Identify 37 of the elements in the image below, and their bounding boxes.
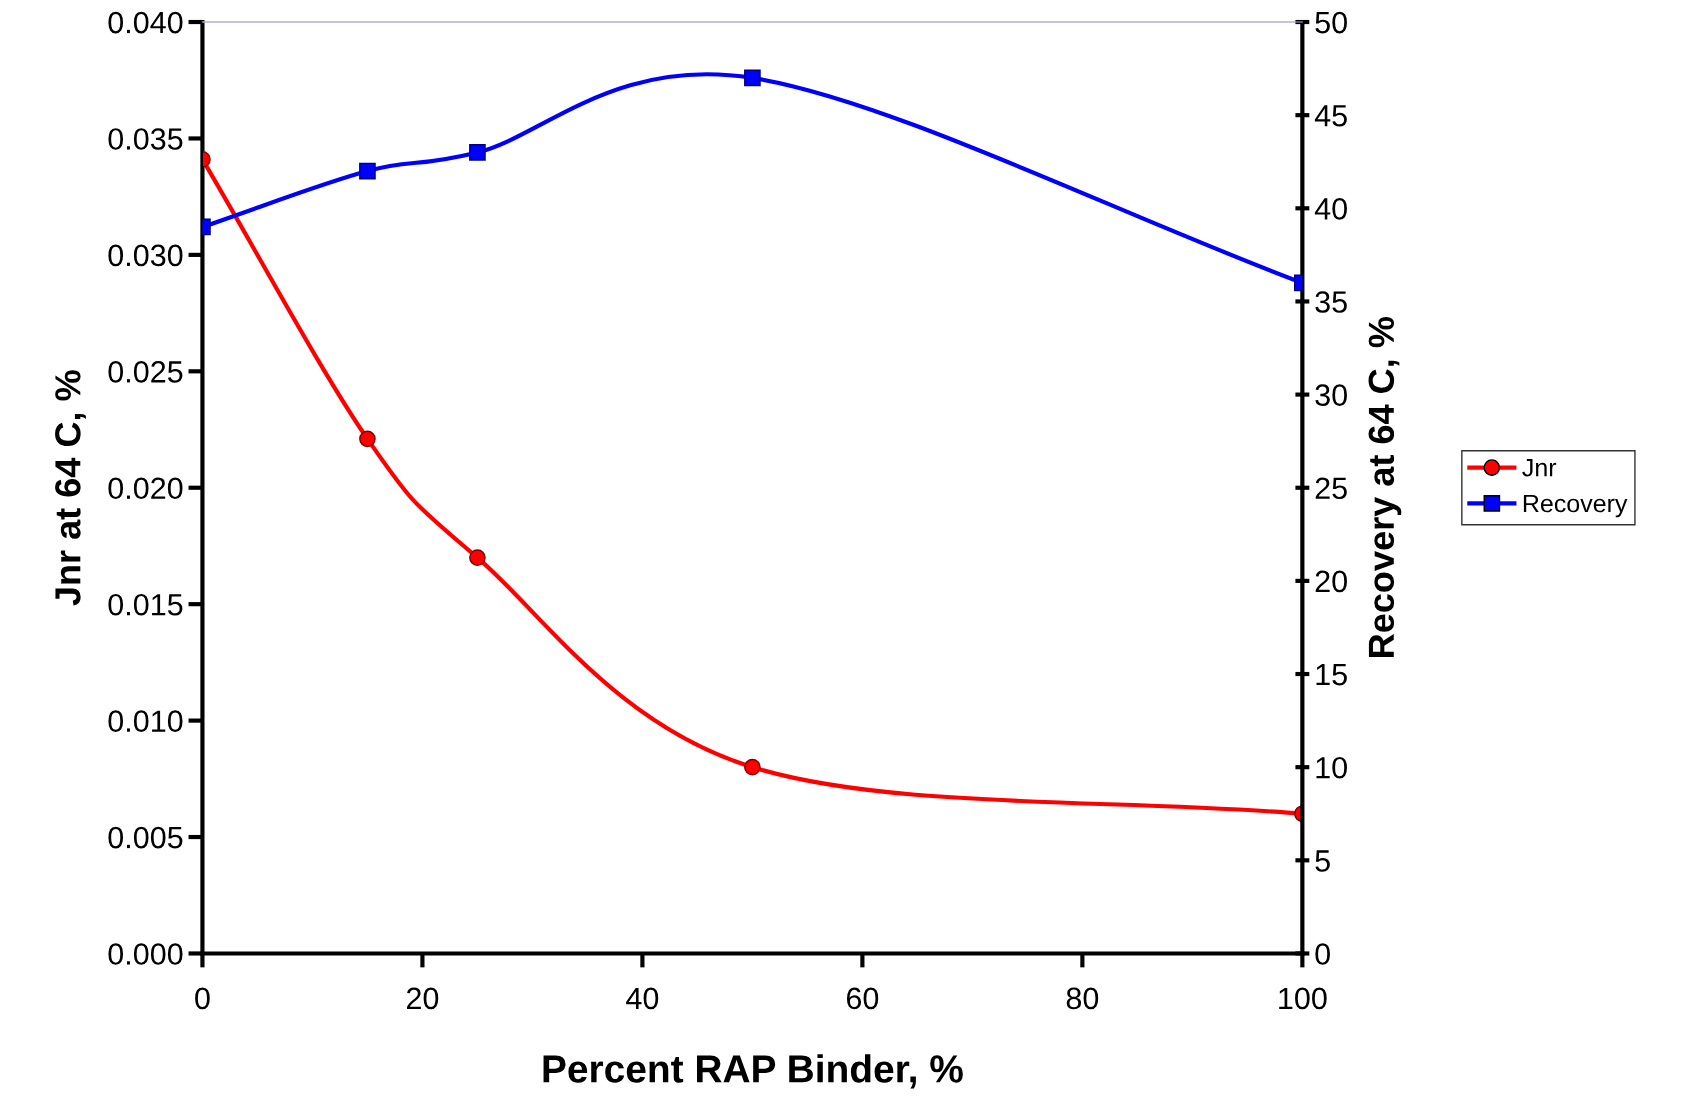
y2-tick-label: 0 <box>1315 943 1330 965</box>
x-tick-label: 80 <box>1066 987 1099 1010</box>
legend-label: Recovery <box>1523 494 1628 518</box>
y2-tick-label: 5 <box>1315 850 1330 872</box>
legend-label: Jnr <box>1522 459 1557 477</box>
x-tick-label: 20 <box>406 987 439 1010</box>
y2-tick-label: 20 <box>1315 570 1347 593</box>
y-tick-label: 0.015 <box>108 593 183 616</box>
y-tick-label: 0.005 <box>108 826 183 849</box>
y2-tick-label: 25 <box>1315 477 1347 500</box>
y2-tick-label: 40 <box>1314 198 1347 220</box>
point <box>744 69 761 87</box>
y2-tick-label: 30 <box>1315 384 1347 406</box>
x-tick-label: 100 <box>1279 987 1327 1010</box>
x-tick-label: 0 <box>195 987 210 1010</box>
x-axis-title: Percent RAP Binder, % <box>543 1054 963 1089</box>
y2-axis-title: Recovery at 64 C, % <box>1368 317 1402 657</box>
y-tick-label: 0.000 <box>108 943 183 965</box>
y-tick-label: 0.020 <box>108 477 183 500</box>
y-tick-label: 0.025 <box>108 361 183 383</box>
point <box>469 144 486 161</box>
x-tick-label: 60 <box>846 987 879 1010</box>
point <box>744 758 761 776</box>
y-tick-label: 0.040 <box>108 11 183 34</box>
y2-tick-label: 45 <box>1314 105 1347 127</box>
y2-tick-label: 15 <box>1316 664 1347 686</box>
point <box>359 162 376 180</box>
y-tick-label: 0.030 <box>108 244 183 267</box>
y2-tick-label: 35 <box>1315 291 1347 313</box>
x-tick-label: 40 <box>626 987 659 1010</box>
y-axis-title: Jnr at 64 C, % <box>55 370 86 606</box>
y-tick-label: 0.035 <box>108 128 183 150</box>
point <box>469 549 486 566</box>
point <box>359 430 376 448</box>
y2-tick-label: 50 <box>1315 11 1347 34</box>
y2-tick-label: 10 <box>1316 756 1347 779</box>
y-tick-label: 0.010 <box>108 710 183 732</box>
